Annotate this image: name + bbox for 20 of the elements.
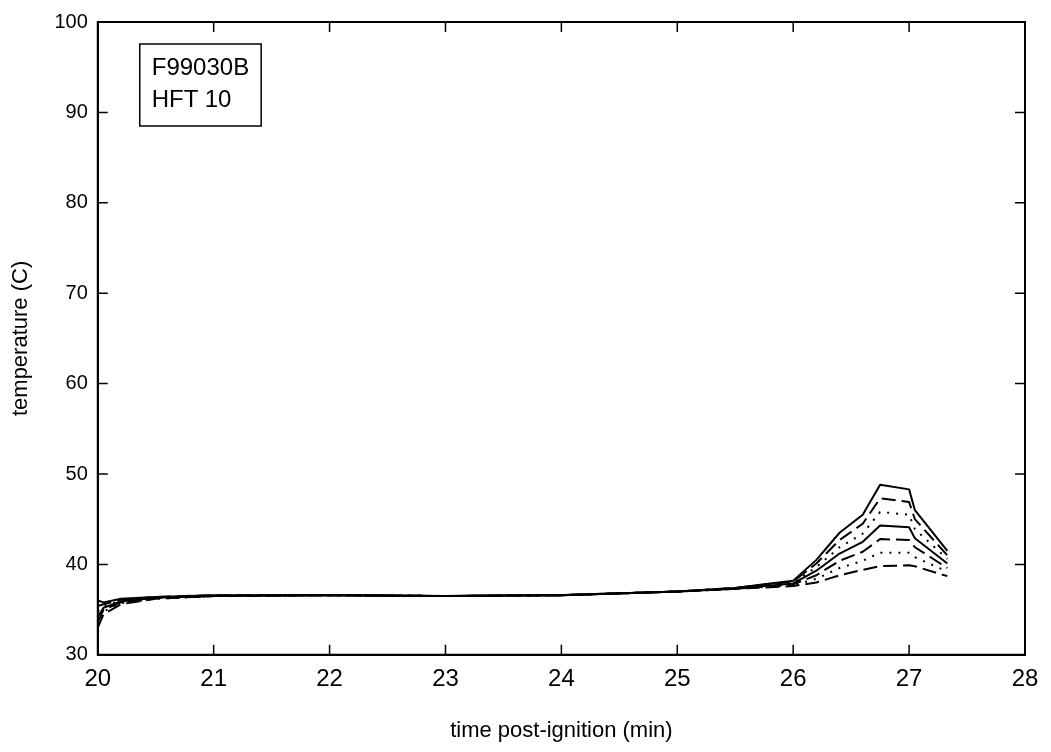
annotation: F99030B HFT 10 bbox=[151, 52, 250, 112]
y-tick-label: 100 bbox=[54, 9, 88, 32]
y-axis-title: temperature (C) bbox=[7, 260, 33, 417]
y-tick-label: 40 bbox=[65, 551, 88, 574]
x-tick-label: 23 bbox=[432, 663, 459, 691]
x-tick-label: 27 bbox=[895, 663, 923, 691]
x-tick-label: 20 bbox=[84, 663, 112, 691]
x-tick-label: 28 bbox=[1011, 663, 1039, 691]
y-tick-label: 30 bbox=[65, 642, 88, 665]
x-tick-label: 25 bbox=[663, 663, 691, 691]
y-tick-label: 90 bbox=[65, 99, 88, 122]
x-axis-title: time post-ignition (min) bbox=[450, 716, 673, 742]
y-tick-label: 80 bbox=[65, 190, 88, 213]
y-tick-label: 50 bbox=[65, 461, 88, 484]
x-tick-label: 21 bbox=[200, 663, 228, 691]
x-tick-label: 24 bbox=[548, 663, 575, 691]
y-tick-label: 70 bbox=[65, 280, 88, 303]
x-tick-label: 26 bbox=[779, 663, 807, 691]
x-tick-label: 22 bbox=[316, 663, 343, 691]
y-tick-label: 60 bbox=[65, 371, 88, 394]
